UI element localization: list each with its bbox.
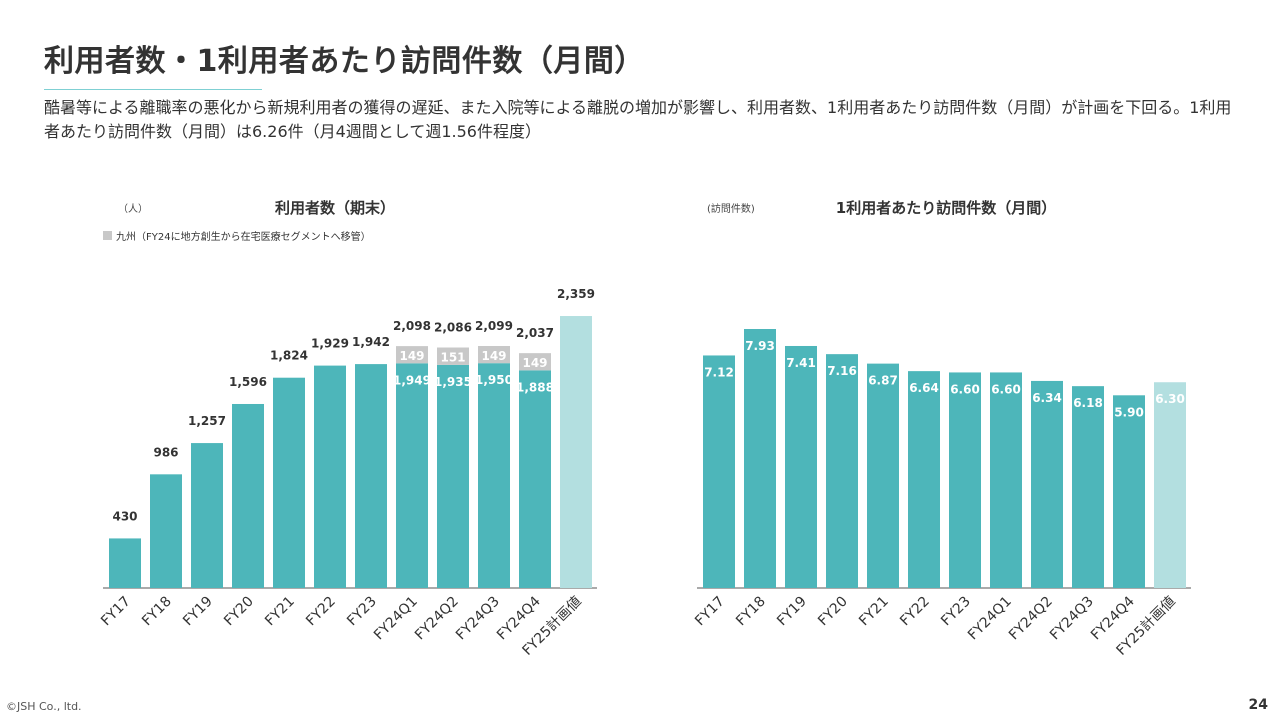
x-tick-label: FY24Q2 xyxy=(1006,594,1056,644)
users-chart-title: 利用者数（期末） xyxy=(275,199,395,217)
bar-FY19 xyxy=(785,345,817,588)
x-tick-label: FY24Q3 xyxy=(1047,594,1097,644)
bar-FY24Q2 xyxy=(1031,380,1063,588)
bar-FY24Q3 xyxy=(478,363,510,588)
bar-FY24Q1 xyxy=(990,372,1022,588)
x-tick-label: FY18 xyxy=(733,594,769,630)
bar-value-label: 6.60 xyxy=(950,382,980,396)
bar-value-label: 2,359 xyxy=(557,287,595,301)
bar-value-label: 7.16 xyxy=(827,364,857,378)
bar-FY24Q2 xyxy=(437,364,469,588)
bar-FY23 xyxy=(355,364,387,588)
page-number: 24 xyxy=(1248,697,1268,713)
bar-value-label: 1,596 xyxy=(229,375,267,389)
bar-value-label: 1,942 xyxy=(352,335,390,349)
bar-FY20 xyxy=(232,403,264,588)
title-underline xyxy=(44,89,262,90)
bar-FY17 xyxy=(703,355,735,588)
x-tick-label: FY20 xyxy=(815,594,851,630)
bar-FY19 xyxy=(191,443,223,588)
bar-value-label: 6.87 xyxy=(868,374,898,388)
users-chart-bars: 430 FY17 986 FY18 1,257 FY19 1,596 FY20 1,824 FY2… xyxy=(98,287,595,659)
x-tick-label: FY20 xyxy=(221,594,257,630)
stack-bar-kyushu-FY24Q2 xyxy=(437,347,469,365)
x-tick-label: FY19 xyxy=(180,594,216,630)
bar-value-label: 5.90 xyxy=(1114,405,1144,419)
bar-FY24Q4 xyxy=(519,370,551,588)
x-tick-label: FY18 xyxy=(139,594,175,630)
x-tick-label: FY24Q1 xyxy=(965,594,1015,644)
bar-total-label: 2,086 xyxy=(434,320,472,334)
x-tick-label: FY19 xyxy=(774,594,810,630)
bar-value-label: 986 xyxy=(153,445,178,459)
x-tick-label: FY22 xyxy=(897,594,933,630)
bar-value-label: 6.34 xyxy=(1032,391,1062,405)
bar-value-label: 6.30 xyxy=(1155,392,1185,406)
bar-value-label: 6.60 xyxy=(991,382,1021,396)
bar-total-label: 2,099 xyxy=(475,319,513,333)
bar-value-label: 1,888 xyxy=(516,380,554,394)
users-chart-unit-label: （人） xyxy=(118,203,148,215)
stack-label-kyushu: 149 xyxy=(481,349,506,363)
bar-value-label: 430 xyxy=(112,509,137,523)
bar-FY25計画値 xyxy=(1154,382,1186,588)
bar-FY22 xyxy=(314,365,346,588)
bar-FY24Q3 xyxy=(1072,386,1104,588)
bar-FY20 xyxy=(826,354,858,588)
bar-value-label: 1,929 xyxy=(311,337,349,351)
bar-FY25計画値 xyxy=(560,316,592,588)
bar-value-label: 7.93 xyxy=(745,339,775,353)
visits-chart: 1利用者あたり訪問件数（月間） (訪問件数) 7.12FY177.93FY187… xyxy=(692,199,1191,659)
x-tick-label: FY22 xyxy=(303,594,339,630)
bar-value-label: 7.12 xyxy=(704,365,734,379)
stack-label-kyushu: 151 xyxy=(440,350,465,364)
page-title: 利用者数・1利用者あたり訪問件数（月間） xyxy=(44,44,645,79)
bar-total-label: 2,098 xyxy=(393,319,431,333)
x-tick-label: FY17 xyxy=(692,594,728,630)
bar-total-label: 2,037 xyxy=(516,326,554,340)
bar-value-label: 6.64 xyxy=(909,381,939,395)
stack-bar-kyushu-FY24Q3 xyxy=(478,345,510,364)
bar-value-label: 1,949 xyxy=(393,373,431,387)
bar-FY24Q1 xyxy=(396,363,428,588)
visits-chart-title: 1利用者あたり訪問件数（月間） xyxy=(836,199,1056,217)
bar-value-label: 1,935 xyxy=(434,375,472,389)
bar-FY18 xyxy=(744,329,776,588)
bar-value-label: 1,950 xyxy=(475,373,513,387)
x-tick-label: FY24Q1 xyxy=(371,594,421,644)
bar-FY21 xyxy=(867,363,899,588)
x-tick-label: FY21 xyxy=(262,594,298,630)
x-tick-label: FY23 xyxy=(344,594,380,630)
bar-FY22 xyxy=(908,371,940,588)
copyright-text: ©JSH Co., ltd. xyxy=(6,700,82,713)
x-tick-label: FY21 xyxy=(856,594,892,630)
bar-FY17 xyxy=(109,538,141,588)
stack-label-kyushu: 149 xyxy=(399,349,424,363)
legend-label-kyushu: 九州（FY24に地方創生から在宅医療セグメントへ移管） xyxy=(116,230,371,243)
bar-value-label: 1,824 xyxy=(270,349,308,363)
bar-FY23 xyxy=(949,372,981,588)
stack-bar-kyushu-FY24Q1 xyxy=(396,346,428,364)
bar-FY21 xyxy=(273,377,305,588)
users-chart: 利用者数（期末） （人） 九州（FY24に地方創生から在宅医療セグメントへ移管）… xyxy=(98,199,597,659)
bar-value-label: 1,257 xyxy=(188,414,226,428)
stack-label-kyushu: 149 xyxy=(522,356,547,370)
visits-chart-unit-label: (訪問件数) xyxy=(707,202,755,215)
bar-FY18 xyxy=(150,474,182,588)
stack-bar-kyushu-FY24Q4 xyxy=(519,353,551,371)
x-tick-label: FY17 xyxy=(98,594,134,630)
bar-value-label: 7.41 xyxy=(786,356,816,370)
x-tick-label: FY24Q2 xyxy=(412,594,462,644)
visits-chart-bars: 7.12 FY17 7.93 FY18 7.41 FY19 7.16 FY20 6.87 FY21… xyxy=(692,329,1186,659)
legend-swatch-kyushu xyxy=(103,231,112,240)
bar-FY24Q4 xyxy=(1113,395,1145,588)
bar-value-label: 6.18 xyxy=(1073,396,1103,410)
x-tick-label: FY23 xyxy=(938,594,974,630)
page-description: 酷暑等による離職率の悪化から新規利用者の獲得の遅延、また入院等による離脱の増加が… xyxy=(44,98,1232,141)
x-tick-label: FY24Q3 xyxy=(453,594,503,644)
